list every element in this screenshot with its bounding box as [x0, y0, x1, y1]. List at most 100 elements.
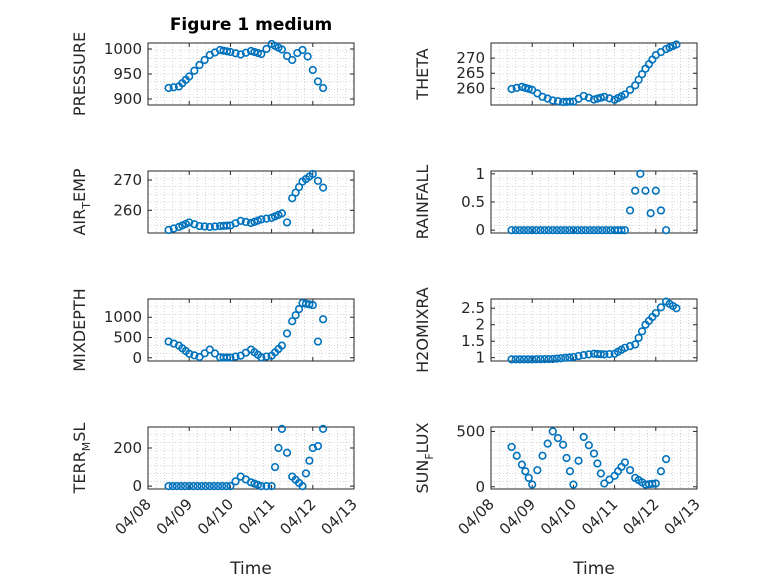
x-tick-label: 04/10: [537, 495, 580, 538]
data-marker: [213, 482, 223, 491]
data-marker: [585, 226, 594, 235]
data-marker: [169, 224, 178, 233]
data-marker: [556, 226, 566, 235]
data-marker: [511, 355, 520, 364]
data-marker: [596, 93, 605, 102]
data-marker: [512, 83, 521, 93]
x-tick-label: 04/13: [318, 495, 361, 538]
data-marker: [565, 467, 575, 476]
data-point: [313, 441, 323, 451]
data-marker: [625, 342, 635, 351]
data-marker: [540, 226, 549, 235]
data-point: [600, 479, 609, 488]
data-point: [319, 183, 328, 192]
data-point: [631, 340, 640, 349]
data-point: [288, 55, 297, 65]
y-tick-label: 0: [132, 477, 142, 495]
data-marker: [573, 226, 582, 235]
data-marker: [606, 226, 615, 235]
data-marker: [200, 222, 209, 231]
y-axis-label-subscript: T: [80, 202, 93, 210]
y-axis-label-main: RAINFALL: [413, 165, 432, 240]
data-marker: [262, 482, 271, 491]
data-point: [288, 194, 297, 203]
data-point: [651, 186, 660, 195]
y-tick-label: 1: [475, 349, 485, 367]
y-axis-label-main: H2OMIXRA: [413, 287, 432, 373]
data-point: [507, 226, 516, 235]
data-series: [507, 40, 681, 107]
y-tick-label: 1.5: [461, 332, 485, 350]
data-marker: [637, 70, 647, 79]
data-marker: [301, 469, 311, 478]
data-marker: [201, 482, 210, 491]
data-point: [282, 51, 292, 61]
data-point: [313, 337, 323, 346]
data-marker: [210, 349, 220, 358]
data-point: [205, 222, 214, 232]
data-point: [257, 482, 266, 491]
data-point: [303, 52, 312, 61]
data-marker: [553, 433, 563, 443]
y-tick-label: 500: [113, 328, 142, 346]
y-tick-label: 200: [113, 439, 142, 457]
x-tick-label: 04/12: [276, 495, 319, 538]
data-marker: [536, 355, 545, 364]
y-tick-label: 0.5: [461, 193, 485, 211]
data-point: [636, 169, 645, 178]
data-marker: [180, 482, 190, 491]
y-tick-label: 0: [132, 349, 142, 367]
data-point: [205, 345, 214, 354]
data-point: [277, 424, 287, 434]
y-tick-label: 265: [456, 64, 485, 82]
data-marker: [533, 466, 542, 475]
axes-box: [490, 426, 698, 490]
data-marker: [231, 477, 240, 486]
x-tick-label: 04/09: [153, 495, 196, 538]
y-tick-label: 260: [113, 201, 142, 219]
data-marker: [305, 456, 314, 465]
data-marker: [656, 303, 666, 312]
axes-box: [490, 42, 698, 106]
y-axis-label-main: PRESSURE: [70, 32, 89, 116]
data-marker: [241, 48, 250, 57]
data-marker: [577, 226, 586, 235]
data-series: [507, 297, 681, 364]
y-axis-label-main: MIXDEPTH: [70, 288, 89, 371]
data-marker: [282, 448, 292, 457]
y-axis-label-main: AIR: [70, 209, 89, 236]
data-marker: [222, 482, 231, 491]
data-point: [267, 482, 276, 491]
grid: [148, 427, 354, 489]
y-axis-label: THETA: [413, 48, 432, 100]
axes-box: [147, 298, 355, 362]
data-point: [651, 309, 660, 318]
data-marker: [605, 94, 614, 103]
data-series: [164, 39, 328, 93]
y-axis-label-subscript: M: [80, 442, 93, 452]
data-marker: [553, 97, 563, 106]
y-axis-label-main: SUN: [413, 460, 432, 494]
data-marker: [565, 97, 575, 106]
data-point: [651, 479, 660, 488]
subplot-1: 900 950 1000 PRESSURE: [70, 32, 355, 116]
y-tick-label: 950: [113, 65, 142, 83]
y-axis-label: PRESSURE: [70, 32, 89, 116]
data-marker: [594, 226, 603, 235]
subplot-6: 11.522.5 H2OMIXRA: [413, 287, 698, 373]
data-marker: [605, 349, 614, 359]
data-marker: [189, 482, 198, 491]
data-point: [661, 455, 671, 464]
data-series: [164, 298, 328, 362]
grid: [491, 43, 697, 105]
data-point: [277, 45, 287, 54]
data-marker: [574, 351, 583, 361]
x-tick-label: 04/08: [455, 495, 498, 538]
data-marker: [190, 351, 199, 360]
data-marker: [565, 353, 574, 362]
data-point: [672, 40, 681, 49]
grid: [491, 171, 697, 233]
data-point: [528, 480, 537, 489]
data-marker: [262, 44, 271, 54]
